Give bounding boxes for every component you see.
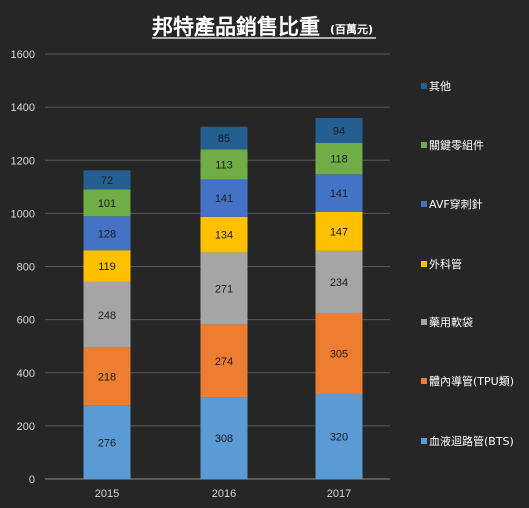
data-label: 128 [98,228,116,240]
bar-segment [200,397,248,479]
legend-label: AVF穿刺針 [429,197,483,211]
legend-item: 體內導管(TPU類) [421,374,514,388]
legend-swatch [421,261,427,267]
y-tick-label: 600 [17,315,35,327]
chart-title: 邦特產品銷售比重 [152,15,320,39]
legend-item: 關鍵零組件 [421,138,484,152]
legend-swatch [421,378,427,384]
legend-label: 外科管 [429,257,462,271]
data-label: 274 [215,356,233,368]
legend-label: 血液迴路管(BTS) [429,434,514,448]
bar-segment [315,211,363,251]
bar-segment [315,394,363,479]
bar-segment [83,347,131,406]
chart-subtitle: (百萬元) [330,22,373,36]
legend-swatch [421,83,427,89]
bar-stack-2016: 308 274 271 134 141 113 85 [200,126,248,479]
bar-stack-2015: 276 218 248 119 128 101 72 [83,170,131,479]
bar-segment [200,216,248,253]
data-label: 308 [215,433,233,445]
y-tick-label: 1400 [11,102,35,114]
x-axis: 2015 2016 2017 [95,488,351,500]
bar-segment [200,149,248,180]
bar-segment [315,118,363,143]
data-label: 141 [215,193,233,205]
legend-swatch [421,201,427,207]
data-label: 141 [330,188,348,200]
y-tick-label: 200 [17,421,35,433]
y-tick-label: 1000 [11,208,35,220]
bar-segment [315,312,363,394]
legend-item: 血液迴路管(BTS) [421,434,514,448]
y-tick-label: 1200 [11,155,35,167]
data-label: 320 [330,432,348,444]
x-tick-label: 2015 [95,488,119,500]
y-tick-label: 400 [17,368,35,380]
bar-stack-2017: 320 305 234 147 141 118 94 [315,118,363,479]
data-label: 119 [98,261,116,273]
legend-label: 其他 [429,80,451,93]
data-label: 101 [98,198,116,210]
legend-item: 藥用軟袋 [421,315,473,329]
data-label: 85 [218,133,230,145]
bar-segment [83,281,131,348]
bar-segment [200,324,248,398]
data-label: 218 [98,372,116,384]
data-label: 118 [330,154,348,166]
legend-item: AVF穿刺針 [421,197,483,211]
bar-segment [200,126,248,150]
legend-swatch [421,438,427,444]
data-label: 271 [215,283,233,295]
data-label: 305 [330,348,348,360]
bar-segment [315,142,363,175]
legend-item: 其他 [421,80,451,93]
legend-swatch [421,142,427,148]
bar-segment [315,174,363,212]
x-tick-label: 2016 [212,488,236,500]
data-label: 276 [98,437,116,449]
y-axis: 0 200 400 600 800 1000 1200 1400 1600 [11,49,35,486]
legend-swatch [421,319,427,325]
y-tick-label: 800 [17,262,35,274]
bar-segment [83,170,131,190]
bar-segment [200,179,248,217]
legend-label: 體內導管(TPU類) [429,374,514,388]
data-label: 248 [98,310,116,322]
bar-segment [83,189,131,217]
bar-segment [315,250,363,313]
bar-segment [83,216,131,251]
legend-label: 藥用軟袋 [429,315,473,329]
data-label: 234 [330,277,348,289]
data-label: 72 [101,175,113,187]
bar-segment [83,405,131,479]
bar-segment [83,250,131,282]
y-tick-label: 1600 [11,49,35,61]
data-label: 113 [215,159,233,171]
data-label: 94 [333,126,345,138]
data-label: 134 [215,230,233,242]
x-tick-label: 2017 [327,488,351,500]
data-label: 147 [330,226,348,238]
legend-item: 外科管 [421,257,462,271]
bars: 276 218 248 119 128 101 72 308 274 271 134 141 113 85… [83,118,363,479]
legend-label: 關鍵零組件 [429,138,484,152]
bar-segment [200,252,248,325]
y-tick-label: 0 [29,474,35,486]
